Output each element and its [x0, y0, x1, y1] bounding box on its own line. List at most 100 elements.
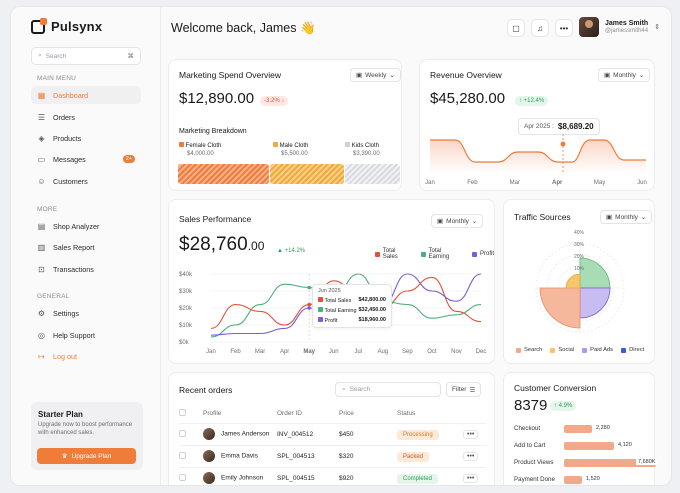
filter-icon: ☰	[469, 386, 476, 394]
sales-change: ▲ +14.2%	[277, 248, 306, 254]
conversion-label: Product Views	[514, 459, 554, 466]
row-checkbox[interactable]	[179, 451, 186, 459]
x-tick-label: Mar	[255, 349, 265, 355]
traffic-period-dropdown[interactable]: ▣ Monthly ⌄	[600, 210, 653, 224]
row-status: Processing	[397, 422, 463, 445]
notification-button[interactable]: ♫	[531, 19, 549, 37]
col-profile: Profile	[203, 410, 222, 418]
chevron-updown-icon: ⇕	[654, 24, 661, 31]
breakdown-value: $3,390.00	[353, 151, 380, 157]
report-icon: ▥	[37, 242, 46, 252]
sidebar-item-messages[interactable]: ▭ Messages 2+	[31, 150, 141, 168]
row-more-button[interactable]: •••	[463, 451, 479, 461]
tooltip-value: $8,689.20	[558, 122, 594, 131]
sales-card: Sales Performance ▣ Monthly ⌄ $28,760.00 ▲…	[168, 199, 495, 364]
shortcut-icon: ⌘	[127, 53, 135, 60]
sidebar-item-products[interactable]: ◈ Products	[31, 129, 141, 147]
legend-total-sales: Total Sales	[375, 248, 411, 260]
orders-search[interactable]: ⌕ Search	[335, 382, 441, 397]
more-button[interactable]: •••	[555, 19, 573, 37]
revenue-chart: Jan Feb Mar Apr May Jun	[425, 134, 647, 186]
revenue-period-dropdown[interactable]: ▣ Monthly ⌄	[598, 68, 651, 82]
conversion-bar	[564, 425, 592, 433]
conversion-label: Payment Done	[514, 476, 555, 483]
x-tick-label: Oct	[427, 349, 437, 355]
table-row[interactable]: James Anderson INV_004512 $450 Processing ••…	[179, 422, 486, 445]
customer-name: James Anderson	[221, 430, 270, 438]
nav-label: Orders	[53, 112, 75, 122]
y-tick-label: $40k	[179, 272, 193, 278]
sidebar-item-logout[interactable]: ↦ Log out	[31, 347, 141, 365]
conversion-value: 8379	[514, 397, 548, 414]
plan-card: Starter Plan Upgrade now to boost perfor…	[31, 402, 143, 470]
conversion-change: ↑ 4.9%	[550, 401, 577, 411]
customer-name: Emma Davis	[221, 452, 258, 460]
sidebar-search[interactable]: ⌕ Search ⌘	[31, 47, 141, 65]
sidebar: Pulsynx ⌕ Search ⌘ MAIN MENU ▦ Dashboard …	[11, 7, 161, 485]
sidebar-item-transactions[interactable]: ⊡ Transactions	[31, 260, 141, 278]
row-checkbox[interactable]	[179, 429, 186, 437]
marketing-card: Marketing Spend Overview ▣ Weekly ⌄ $12,89…	[168, 59, 402, 191]
filter-button[interactable]: Filter ☰	[446, 382, 482, 397]
nav-label: Sales Report	[53, 242, 95, 252]
sidebar-item-sales-report[interactable]: ▥ Sales Report	[31, 238, 141, 256]
sales-period-dropdown[interactable]: ▣ Monthly ⌄	[431, 214, 484, 228]
row-more-button[interactable]: •••	[463, 473, 479, 483]
sales-legend: Total Sales Total Earning Profit	[375, 248, 494, 260]
sidebar-item-orders[interactable]: ☰ Orders	[31, 108, 141, 126]
box-icon: ◈	[38, 133, 45, 143]
table-header: Profile Order ID Price Status	[179, 405, 486, 423]
x-tick-label: Apr	[552, 180, 563, 186]
table-row[interactable]: Emily Johnson SPL_004515 $920 Completed •••	[179, 466, 486, 485]
legend-search: Search	[516, 347, 542, 353]
conversion-value: 2,280	[594, 425, 612, 431]
breakdown-kids: Kids Cloth $3,390.00	[345, 142, 400, 157]
period-label: Weekly	[365, 71, 387, 79]
conversion-row: Product Views 7,680K	[514, 458, 664, 468]
breakdown-bar-female	[178, 164, 269, 184]
sidebar-item-settings[interactable]: ⚙ Settings	[31, 304, 141, 322]
revenue-value: $45,280.00	[430, 90, 506, 107]
chat-button[interactable]: ▢	[507, 19, 525, 37]
sidebar-item-shop-analyzer[interactable]: ▤ Shop Analyzer	[31, 217, 141, 235]
sidebar-item-dashboard[interactable]: ▦ Dashboard	[31, 86, 141, 104]
orders-card: Recent orders ⌕ Search Filter ☰ Profile Or…	[168, 372, 495, 485]
breakdown-label: Male Cloth	[279, 143, 309, 149]
customer-name: Emily Johnson	[221, 474, 264, 482]
row-price: $320	[339, 444, 397, 467]
avatar	[203, 472, 215, 485]
sidebar-item-help[interactable]: ◎ Help Support	[31, 326, 141, 344]
x-tick-label: Jun	[637, 180, 647, 186]
marketing-period-dropdown[interactable]: ▣ Weekly ⌄	[350, 68, 401, 82]
table-row[interactable]: Emma Davis SPL_004513 $320 Packed •••	[179, 444, 486, 467]
chat-icon: ▢	[512, 23, 520, 33]
message-icon: ▭	[37, 154, 46, 164]
x-tick-label: May	[303, 349, 315, 355]
conversion-bar	[564, 442, 614, 450]
data-point	[307, 285, 311, 290]
traffic-segment-social	[565, 273, 581, 289]
traffic-segment-paid	[579, 287, 611, 319]
row-order-id: SPL_004515	[277, 466, 339, 485]
grid-icon: ▦	[37, 90, 46, 100]
x-tick-label: Jan	[206, 349, 216, 355]
sidebar-item-customers[interactable]: ☺ Customers	[31, 172, 141, 190]
row-checkbox[interactable]	[179, 473, 186, 481]
nav-label: Messages	[53, 154, 86, 164]
row-more-button[interactable]: •••	[463, 429, 479, 439]
conversion-title: Customer Conversion	[514, 383, 597, 393]
logo[interactable]: Pulsynx	[31, 17, 102, 34]
more-label: MORE	[37, 206, 58, 213]
user-menu[interactable]: James Smith @jamessmith44 ⇕	[579, 17, 660, 37]
sales-tooltip: Jun 2025 Total Sales $42,800.00 Total Ear…	[312, 284, 392, 328]
breakdown-label: Kids Cloth	[351, 143, 380, 149]
shop-icon: ▤	[37, 221, 46, 231]
ring-label: 30%	[574, 242, 585, 248]
col-order-id: Order ID	[277, 410, 302, 418]
select-all-checkbox[interactable]	[179, 409, 186, 417]
breakdown-value: $5,500.00	[281, 151, 308, 157]
conversion-bar	[564, 476, 582, 484]
tooltip-label: Apr 2025 :	[524, 123, 554, 130]
topbar: Welcome back, James 👋 ▢ ♫ ••• James Smit…	[161, 7, 671, 51]
upgrade-button[interactable]: ♛ Upgrade Plan	[37, 448, 136, 464]
